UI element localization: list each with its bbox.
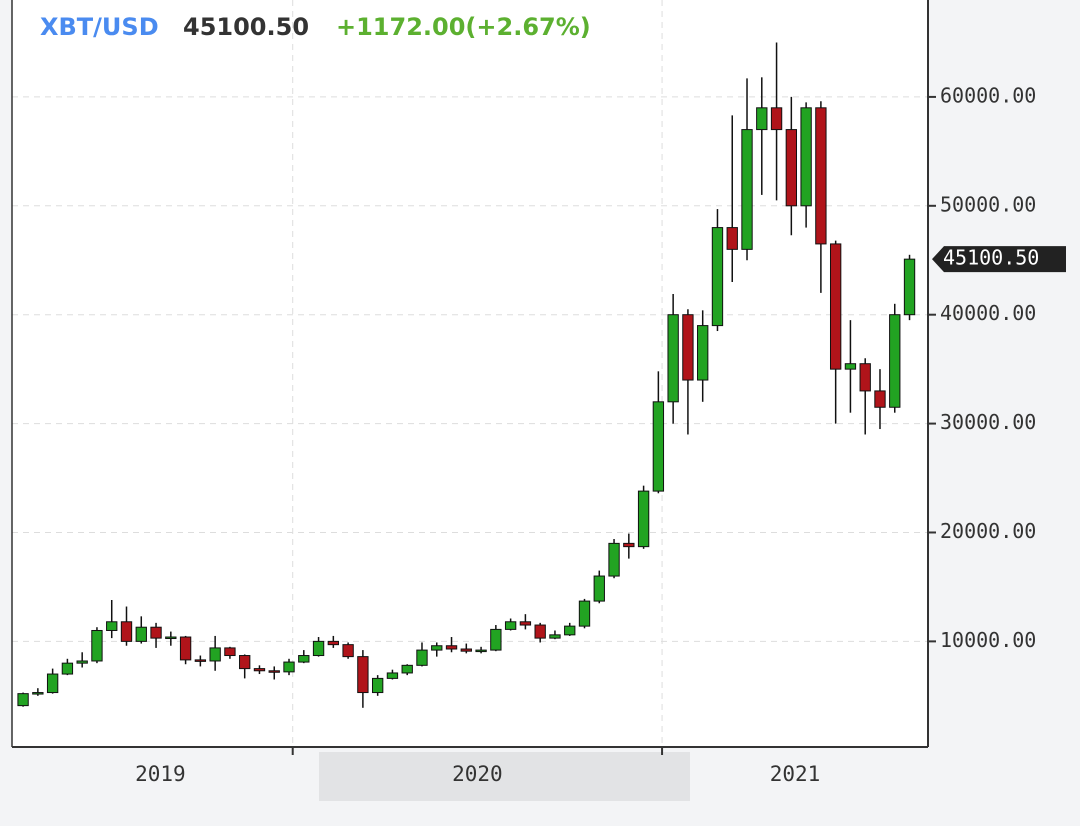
candle-body — [194, 659, 207, 662]
candle-body — [46, 673, 59, 694]
y-tick-label: 10000.00 — [940, 628, 1036, 652]
candle-body — [91, 629, 103, 662]
candle-body — [549, 634, 561, 639]
x-period-label: 2020 — [452, 762, 503, 786]
symbol: XBT/USD — [40, 13, 159, 41]
candle-body — [253, 668, 266, 672]
candle-body — [401, 664, 413, 674]
candle-body — [874, 390, 886, 408]
candle-body — [815, 107, 827, 245]
candle-body — [756, 107, 768, 131]
candle-body — [165, 636, 177, 640]
candle-body — [578, 600, 591, 627]
candle-body — [682, 314, 694, 381]
candle-body — [150, 626, 162, 639]
candle-body — [608, 542, 620, 577]
candle-body — [106, 621, 118, 631]
price-tag-label: 45100.50 — [943, 246, 1039, 270]
candle-body — [283, 661, 295, 673]
candle-body — [357, 656, 369, 694]
candle-body — [534, 624, 546, 639]
candle-body — [312, 640, 325, 657]
last-price: 45100.50 — [183, 13, 309, 41]
candle-body — [371, 677, 384, 694]
candle-body — [460, 648, 472, 652]
candle-body — [593, 575, 605, 602]
candle-body — [342, 644, 354, 658]
candle-body — [298, 655, 310, 663]
y-tick-label: 30000.00 — [940, 410, 1036, 434]
candle-body — [652, 401, 665, 492]
period-highlight — [319, 752, 690, 801]
candle-body — [697, 325, 709, 381]
candle-body — [741, 129, 753, 250]
candle-body — [519, 621, 532, 626]
candle-body — [667, 314, 679, 403]
candle-body — [903, 258, 916, 316]
change: +1172.00(+2.67%) — [336, 13, 591, 41]
candle-body — [17, 693, 29, 707]
x-period-label: 2019 — [135, 762, 186, 786]
candle-body — [268, 670, 280, 673]
candle-body — [623, 542, 635, 548]
candle-body — [889, 314, 901, 408]
candle-body — [829, 243, 842, 370]
price-tag — [932, 246, 1066, 273]
x-period-label: 2021 — [770, 762, 821, 786]
candle-body — [490, 628, 502, 651]
y-tick-label: 50000.00 — [940, 192, 1036, 216]
candle-body — [844, 363, 857, 370]
candle-body — [637, 490, 650, 548]
candle-body — [327, 640, 340, 646]
candle-body — [504, 621, 517, 630]
candle-body — [416, 649, 428, 666]
y-tick-label: 60000.00 — [940, 83, 1036, 107]
candle-body — [785, 129, 798, 207]
candle-body — [239, 655, 251, 670]
candle-body — [445, 645, 458, 650]
candle-body — [726, 227, 738, 250]
candle-body — [32, 692, 44, 695]
candle-body — [120, 621, 133, 642]
candle-body — [564, 625, 576, 636]
candle-body — [800, 107, 812, 207]
y-tick-label: 20000.00 — [940, 519, 1036, 543]
candle-body — [179, 636, 192, 661]
candle-body — [76, 660, 88, 664]
candle-body — [209, 647, 221, 662]
candle-body — [386, 672, 399, 679]
candle-body — [135, 626, 147, 642]
y-tick-label: 40000.00 — [940, 301, 1036, 325]
candle-body — [431, 645, 443, 651]
candle-body — [770, 107, 783, 131]
candle-body — [711, 227, 724, 327]
candle-body — [61, 662, 74, 675]
candle-body — [475, 649, 487, 653]
candle-body — [859, 363, 871, 392]
candle-body — [224, 647, 236, 657]
